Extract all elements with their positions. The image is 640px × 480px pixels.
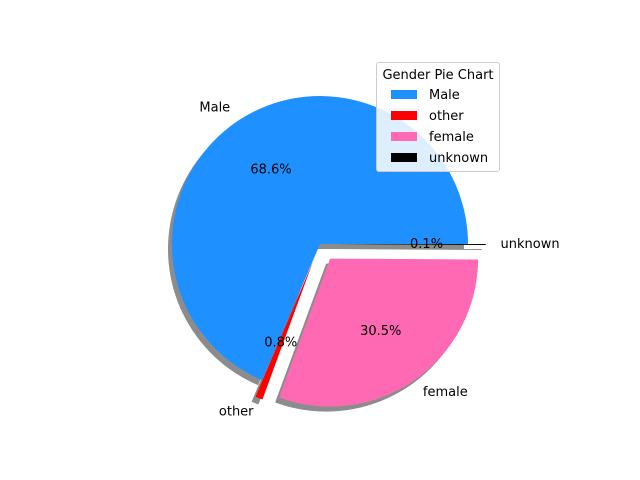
legend-label-female: female [429, 130, 474, 145]
legend-swatch-other [391, 111, 417, 120]
slice-unknown [337, 244, 486, 245]
pct-label-unknown: 0.1% [410, 237, 443, 252]
legend-entry-male: Male [377, 85, 499, 106]
legend-label-unknown: unknown [429, 151, 489, 166]
legend-swatch-unknown [391, 153, 417, 162]
legend-entry-other: other [377, 106, 499, 127]
pct-label-male: 68.6% [250, 162, 291, 177]
slice-label-female: female [423, 385, 468, 400]
slice-label-other: other [219, 404, 254, 419]
slice-other [255, 260, 314, 400]
legend-title: Gender Pie Chart [382, 68, 494, 83]
slice-female [279, 258, 479, 407]
legend-label-male: Male [429, 88, 460, 103]
legend: Gender Pie Chart Male other female unkno… [376, 62, 500, 172]
legend-swatch-female [391, 132, 417, 141]
slice-shadow-unknown [333, 249, 482, 250]
legend-entry-unknown: unknown [377, 148, 499, 169]
legend-swatch-male [391, 90, 417, 99]
slice-label-unknown: unknown [501, 237, 560, 252]
slice-labels: 68.6% Male 0.8% other 30.5% female 0.1% unknown [199, 101, 559, 420]
legend-entry-female: female [377, 127, 499, 148]
legend-label-other: other [429, 109, 464, 124]
slice-label-male: Male [199, 101, 230, 116]
pct-label-female: 30.5% [360, 324, 401, 339]
pct-label-other: 0.8% [264, 336, 297, 351]
